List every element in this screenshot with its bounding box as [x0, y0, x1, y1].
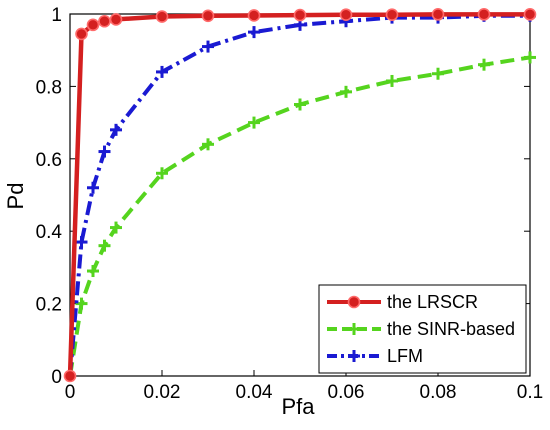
data-point-the-sinr-based — [98, 239, 111, 252]
y-tick-label: 1 — [51, 5, 62, 26]
legend-entry-lfm: LFM — [327, 346, 423, 366]
data-point-the-lrscr — [109, 13, 123, 26]
series-the-lrscr — [63, 8, 537, 383]
data-point-lfm — [110, 123, 122, 136]
data-point-the-lrscr — [75, 27, 88, 41]
series-line-the-sinr-based — [68, 55, 531, 377]
x-axis-label: Pfa — [281, 394, 315, 419]
legend-entry-the-sinr-based: the SINR-based — [327, 319, 515, 339]
data-point-the-lrscr — [477, 8, 491, 21]
data-point-lfm — [156, 65, 168, 78]
x-tick-label: 0.04 — [236, 382, 273, 403]
x-tick-label: 0.08 — [420, 382, 457, 403]
legend-label: LFM — [387, 346, 423, 366]
data-point-the-lrscr — [523, 8, 537, 21]
x-tick-label: 0.02 — [144, 382, 181, 403]
data-point-lfm — [248, 26, 260, 39]
y-tick-label: 0.6 — [36, 150, 62, 171]
data-point-the-lrscr — [293, 8, 307, 22]
data-point-the-sinr-based — [340, 85, 352, 98]
legend-swatch-marker — [347, 295, 361, 309]
data-point-the-lrscr — [339, 8, 353, 22]
data-point-the-lrscr — [431, 8, 445, 21]
legend: the LRSCR the SINR-based LFM — [318, 284, 527, 374]
legend-entry-the-lrscr: the LRSCR — [327, 292, 478, 312]
data-point-the-sinr-based — [75, 297, 88, 310]
legend-swatch-marker — [348, 350, 360, 362]
data-point-the-sinr-based — [294, 98, 306, 111]
data-point-the-sinr-based — [87, 265, 99, 278]
data-point-the-lrscr — [155, 10, 169, 23]
data-point-the-sinr-based — [110, 221, 122, 234]
data-point-the-lrscr — [201, 9, 215, 23]
data-point-lfm — [87, 181, 99, 194]
y-tick-label: 0.2 — [36, 295, 62, 316]
series-the-sinr-based — [64, 51, 536, 382]
legend-label: the LRSCR — [387, 292, 478, 312]
data-point-lfm — [202, 40, 214, 53]
data-point-the-sinr-based — [386, 74, 398, 87]
x-tick-label: 0 — [65, 382, 76, 403]
data-point-the-sinr-based — [432, 67, 444, 80]
legend-swatch-marker — [348, 323, 360, 335]
data-point-the-lrscr — [247, 9, 261, 22]
data-point-the-sinr-based — [202, 138, 214, 151]
legend-label: the SINR-based — [387, 319, 515, 339]
data-point-lfm — [75, 236, 88, 249]
data-point-the-sinr-based — [524, 51, 536, 64]
y-tick-label: 0.4 — [36, 222, 63, 243]
plot-area: 0 0.02 0.04 0.06 0.08 0.1 0 0.2 0.4 0.6 0.8 1 — [36, 5, 544, 403]
y-tick-label: 0.8 — [36, 77, 62, 98]
x-tick-label: 0.06 — [328, 382, 365, 403]
data-point-the-sinr-based — [248, 116, 260, 129]
data-point-the-lrscr — [63, 369, 77, 383]
data-point-the-lrscr — [98, 14, 111, 28]
data-point-the-lrscr — [86, 18, 100, 32]
data-point-the-sinr-based — [478, 58, 490, 71]
y-axis-label: Pd — [3, 183, 28, 210]
y-tick-label: 0 — [51, 367, 62, 388]
series-line-lfm — [68, 13, 530, 377]
data-point-the-sinr-based — [156, 167, 168, 180]
x-tick-label: 0.1 — [517, 382, 543, 403]
data-point-lfm — [98, 145, 111, 158]
data-point-the-lrscr — [385, 8, 399, 22]
